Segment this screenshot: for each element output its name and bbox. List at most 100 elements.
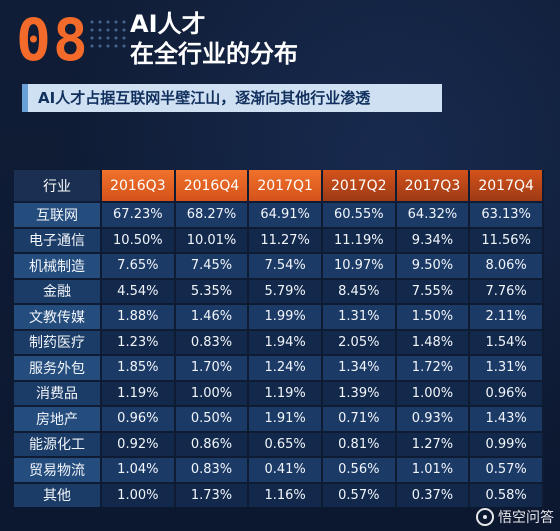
table-cell: 1.50% bbox=[396, 303, 471, 329]
table-cell: 9.34% bbox=[396, 226, 471, 252]
title-line-1: AI人才 bbox=[130, 10, 206, 38]
table-cell: 64.91% bbox=[249, 201, 323, 227]
table-cell: 0.57% bbox=[470, 456, 544, 482]
table-cell: 0.58% bbox=[470, 481, 544, 507]
table-cell: 0.37% bbox=[396, 481, 471, 507]
table-cell: 0.86% bbox=[175, 430, 250, 456]
table-cell: 1.23% bbox=[102, 328, 176, 354]
table-cell: 7.45% bbox=[175, 252, 250, 278]
row-label: 服务外包 bbox=[14, 354, 102, 380]
table-cell: 67.23% bbox=[102, 201, 176, 227]
table-cell: 0.71% bbox=[322, 405, 397, 431]
wukong-logo-icon bbox=[476, 508, 494, 526]
table-cell: 1.88% bbox=[102, 303, 176, 329]
column-header: 2017Q2 bbox=[322, 170, 397, 201]
table-cell: 1.34% bbox=[322, 354, 397, 380]
watermark-text: 悟空问答 bbox=[498, 510, 554, 526]
table-cell: 1.48% bbox=[396, 328, 471, 354]
table-cell: 1.00% bbox=[396, 379, 471, 405]
row-label: 制药医疗 bbox=[14, 328, 102, 354]
column-header: 2017Q3 bbox=[396, 170, 471, 201]
row-label: 互联网 bbox=[14, 201, 102, 227]
table-row: 消费品 1.19% 1.00% 1.19% 1.39% 1.00% 0.96% bbox=[14, 379, 544, 405]
table-cell: 0.41% bbox=[249, 456, 323, 482]
table-cell: 4.54% bbox=[102, 277, 176, 303]
table-cell: 1.04% bbox=[102, 456, 176, 482]
section-number: 08 bbox=[16, 6, 90, 74]
column-header: 行业 bbox=[14, 170, 102, 201]
table-cell: 0.65% bbox=[249, 430, 323, 456]
table-cell: 1.54% bbox=[470, 328, 544, 354]
table-cell: 1.73% bbox=[175, 481, 250, 507]
table-row: 其他 1.00% 1.73% 1.16% 0.57% 0.37% 0.58% bbox=[14, 481, 544, 507]
row-label: 机械制造 bbox=[14, 252, 102, 278]
table-cell: 1.31% bbox=[322, 303, 397, 329]
table-cell: 0.57% bbox=[322, 481, 397, 507]
table-cell: 1.46% bbox=[175, 303, 250, 329]
table-row: 服务外包 1.85% 1.70% 1.24% 1.34% 1.72% 1.31% bbox=[14, 354, 544, 380]
table-cell: 11.56% bbox=[470, 226, 544, 252]
table-cell: 0.93% bbox=[396, 405, 471, 431]
table-cell: 7.65% bbox=[102, 252, 176, 278]
table-row: 金融 4.54% 5.35% 5.79% 8.45% 7.55% 7.76% bbox=[14, 277, 544, 303]
table-cell: 10.97% bbox=[322, 252, 397, 278]
table-row: 互联网 67.23% 68.27% 64.91% 60.55% 64.32% 63.13% bbox=[14, 201, 544, 227]
table-cell: 7.76% bbox=[470, 277, 544, 303]
table-cell: 0.83% bbox=[175, 456, 250, 482]
row-label: 其他 bbox=[14, 481, 102, 507]
table-cell: 1.01% bbox=[396, 456, 471, 482]
table-body: 互联网 67.23% 68.27% 64.91% 60.55% 64.32% 63.13% 电… bbox=[14, 201, 544, 507]
table-cell: 2.05% bbox=[322, 328, 397, 354]
table-cell: 7.54% bbox=[249, 252, 323, 278]
row-label: 电子通信 bbox=[14, 226, 102, 252]
table-cell: 1.31% bbox=[470, 354, 544, 380]
row-label: 文教传媒 bbox=[14, 303, 102, 329]
watermark: 悟空问答 bbox=[476, 507, 554, 527]
row-label: 金融 bbox=[14, 277, 102, 303]
table-cell: 5.35% bbox=[175, 277, 250, 303]
table-cell: 1.39% bbox=[322, 379, 397, 405]
table-row: 电子通信 10.50% 10.01% 11.27% 11.19% 9.34% 11.56% bbox=[14, 226, 544, 252]
table-cell: 11.27% bbox=[249, 226, 323, 252]
table-cell: 1.24% bbox=[249, 354, 323, 380]
table-row: 文教传媒 1.88% 1.46% 1.99% 1.31% 1.50% 2.11% bbox=[14, 303, 544, 329]
table-cell: 8.06% bbox=[470, 252, 544, 278]
row-label: 能源化工 bbox=[14, 430, 102, 456]
table-cell: 0.96% bbox=[102, 405, 176, 431]
title-line-2: 在全行业的分布 bbox=[130, 40, 298, 68]
table-row: 制药医疗 1.23% 0.83% 1.94% 2.05% 1.48% 1.54% bbox=[14, 328, 544, 354]
table-cell: 11.19% bbox=[322, 226, 397, 252]
table-cell: 1.19% bbox=[249, 379, 323, 405]
table-cell: 7.55% bbox=[396, 277, 471, 303]
table-row: 机械制造 7.65% 7.45% 7.54% 10.97% 9.50% 8.06% bbox=[14, 252, 544, 278]
table-cell: 0.92% bbox=[102, 430, 176, 456]
table-row: 贸易物流 1.04% 0.83% 0.41% 0.56% 1.01% 0.57% bbox=[14, 456, 544, 482]
table-cell: 1.94% bbox=[249, 328, 323, 354]
table-row: 能源化工 0.92% 0.86% 0.65% 0.81% 1.27% 0.99% bbox=[14, 430, 544, 456]
column-header: 2017Q1 bbox=[249, 170, 323, 201]
table-cell: 5.79% bbox=[249, 277, 323, 303]
table-cell: 10.50% bbox=[102, 226, 176, 252]
table-cell: 1.70% bbox=[175, 354, 250, 380]
data-table: 行业 2016Q3 2016Q4 2017Q1 2017Q2 2017Q3 20… bbox=[14, 170, 544, 507]
table-cell: 0.56% bbox=[322, 456, 397, 482]
row-label: 房地产 bbox=[14, 405, 102, 431]
table-cell: 60.55% bbox=[322, 201, 397, 227]
table-cell: 1.72% bbox=[396, 354, 471, 380]
table-cell: 1.85% bbox=[102, 354, 176, 380]
table-cell: 0.81% bbox=[322, 430, 397, 456]
table-cell: 0.83% bbox=[175, 328, 250, 354]
column-header: 2016Q3 bbox=[102, 170, 176, 201]
table-cell: 1.43% bbox=[470, 405, 544, 431]
table-cell: 1.16% bbox=[249, 481, 323, 507]
table-cell: 0.50% bbox=[175, 405, 250, 431]
table-cell: 68.27% bbox=[175, 201, 250, 227]
table-cell: 0.96% bbox=[470, 379, 544, 405]
table-cell: 1.91% bbox=[249, 405, 323, 431]
table-cell: 63.13% bbox=[470, 201, 544, 227]
table-cell: 1.00% bbox=[175, 379, 250, 405]
table-cell: 2.11% bbox=[470, 303, 544, 329]
column-header: 2017Q4 bbox=[470, 170, 544, 201]
table-cell: 0.99% bbox=[470, 430, 544, 456]
row-label: 消费品 bbox=[14, 379, 102, 405]
